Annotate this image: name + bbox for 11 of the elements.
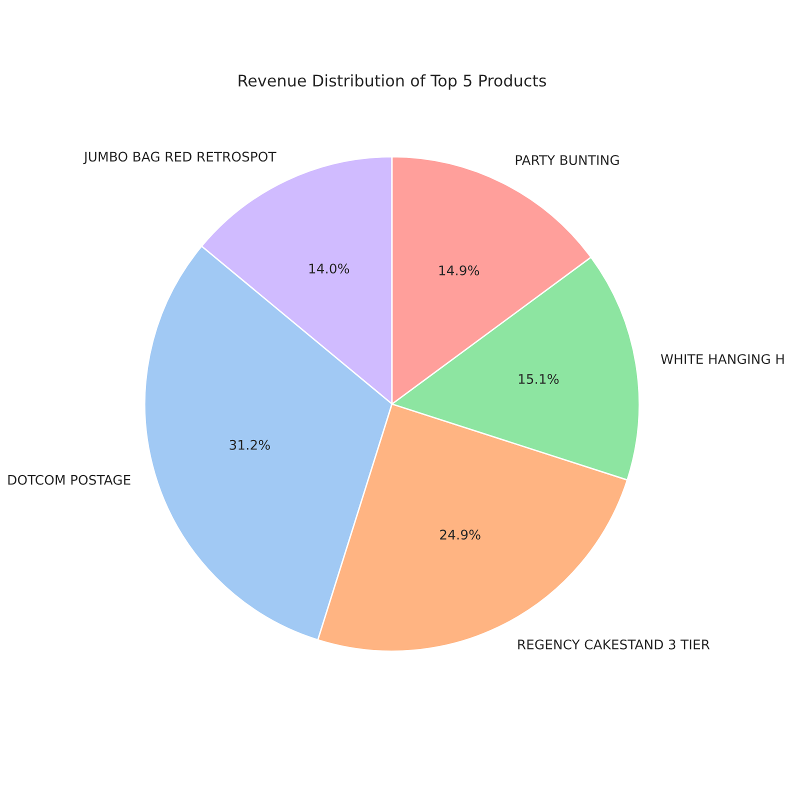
slice-label: PARTY BUNTING <box>516 155 619 166</box>
data-label: 14.0% <box>309 264 350 274</box>
slice-label: REGENCY CAKESTAND 3 TIER <box>518 639 710 650</box>
data-label: 31.2% <box>230 440 270 450</box>
slice-label: WHITE HANGING H <box>660 354 784 364</box>
data-label: 14.9% <box>439 265 480 276</box>
slice-label: JUMBO BAG RED RETROSPOT <box>83 152 276 164</box>
data-label: 24.9% <box>440 530 480 540</box>
data-label: 15.1% <box>518 374 559 384</box>
slice-label: DOTCOM POSTAGE <box>8 474 130 485</box>
chart-title: Revenue Distribution of Top 5 Products <box>238 74 546 90</box>
